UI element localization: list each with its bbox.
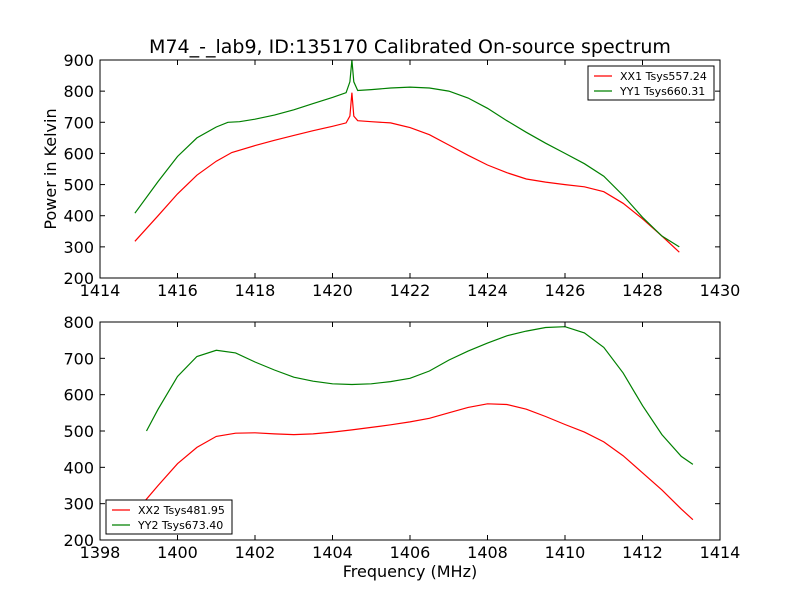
y-tick-label: 300 <box>63 495 94 514</box>
x-axis-label: Frequency (MHz) <box>343 562 477 581</box>
y-tick-label: 800 <box>63 82 94 101</box>
series-line-2-1 <box>142 403 694 521</box>
x-tick-label: 1430 <box>700 281 741 300</box>
x-tick-label: 1426 <box>545 281 586 300</box>
figure-title: M74_-_lab9, ID:135170 Calibrated On-sour… <box>149 36 671 58</box>
y-tick-label: 300 <box>63 238 94 257</box>
top-subplot: 1414 1416 1418 1420 1422 1424 1426 1428 1430 200 3… <box>41 51 740 300</box>
x-tick-label: 1418 <box>235 281 276 300</box>
series-line-1-2 <box>134 59 680 248</box>
y-tick-label: 600 <box>63 144 94 163</box>
bottom-subplot: 1398 1400 1402 1404 1406 1408 1410 1412 1414 200 3… <box>63 313 740 581</box>
y-tick-label: 900 <box>63 51 94 70</box>
legend-entry-label: YY1 Tsys660.31 <box>619 85 705 98</box>
x-tick-label: 1412 <box>622 543 663 562</box>
y-tick-label: 500 <box>63 176 94 195</box>
x-tick-label: 1414 <box>80 281 121 300</box>
x-tick-label: 1422 <box>390 281 431 300</box>
series-line-2-2 <box>145 326 694 465</box>
legend-entry-label: YY2 Tsys673.40 <box>137 519 223 532</box>
x-tick-label: 1406 <box>390 543 431 562</box>
legend-box <box>587 65 715 101</box>
series-line-1-1 <box>134 92 680 253</box>
legend-entry-label: XX1 Tsys557.24 <box>620 70 707 83</box>
y-tick-label: 200 <box>63 269 94 288</box>
y-tick-label: 800 <box>63 313 94 332</box>
x-tick-label: 1410 <box>545 543 586 562</box>
legend-1: XX1 Tsys557.24 YY1 Tsys660.31 <box>587 65 715 101</box>
y-tick-label: 700 <box>63 113 94 132</box>
x-tick-label: 1420 <box>312 281 353 300</box>
x-tick-label: 1400 <box>157 543 198 562</box>
y-tick-label: 200 <box>63 531 94 550</box>
legend-2: XX2 Tsys481.95 YY2 Tsys673.40 <box>105 499 233 535</box>
y-tick-label: 400 <box>63 458 94 477</box>
y-tick-label: 400 <box>63 207 94 226</box>
legend-entry-label: XX2 Tsys481.95 <box>138 504 225 517</box>
legend-box <box>105 499 233 535</box>
x-tick-label: 1414 <box>700 543 741 562</box>
y-axis-label: Power in Kelvin <box>41 108 60 229</box>
y-tick-label: 600 <box>63 386 94 405</box>
x-tick-label: 1404 <box>312 543 353 562</box>
y-tick-label: 500 <box>63 422 94 441</box>
y-tick-label: 700 <box>63 349 94 368</box>
x-tick-label: 1416 <box>157 281 198 300</box>
x-tick-label: 1424 <box>467 281 508 300</box>
x-tick-label: 1428 <box>622 281 663 300</box>
x-tick-label: 1398 <box>80 543 121 562</box>
x-tick-label: 1408 <box>467 543 508 562</box>
x-tick-label: 1402 <box>235 543 276 562</box>
